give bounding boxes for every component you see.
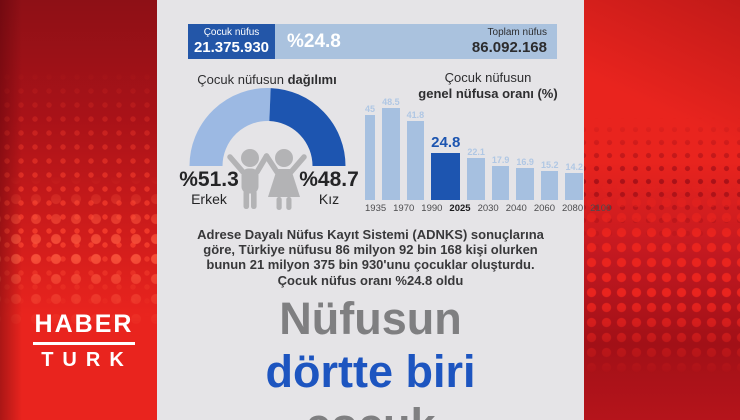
bar-chart-title: Çocuk nüfusun genel nüfusa oranı (%) bbox=[378, 70, 598, 101]
headline-line3: çocuk bbox=[157, 398, 584, 420]
population-stat-bar: Çocuk nüfus 21.375.930 %24.8 Toplam nüfu… bbox=[188, 24, 557, 59]
total-population-value: 86.092.168 bbox=[471, 38, 547, 56]
left-red-band: HABER TURK bbox=[0, 0, 157, 420]
boys-share: %51.3 Erkek bbox=[167, 168, 251, 208]
halftone-pattern bbox=[584, 0, 740, 420]
gauge-arc-boys bbox=[189, 88, 271, 167]
bar-year-label: 2060 bbox=[533, 203, 555, 214]
total-population-label: Toplam nüfus bbox=[487, 27, 547, 39]
bar-value-label: 24.8 bbox=[431, 133, 461, 151]
halftone-pattern bbox=[0, 0, 157, 420]
child-ratio-value: %24.8 bbox=[287, 30, 341, 52]
summary-paragraph: Adrese Dayalı Nüfus Kayıt Sistemi (ADNKS… bbox=[157, 227, 584, 288]
bar-column-2025: 24.8 bbox=[431, 133, 461, 200]
bar-column-2080: 15.2 bbox=[540, 160, 559, 200]
child-population-value: 21.375.930 bbox=[193, 38, 270, 56]
total-population-box: Toplam nüfus 86.092.168 bbox=[472, 27, 547, 56]
bar-column-1990: 41.8 bbox=[406, 109, 425, 200]
boys-label: Erkek bbox=[191, 191, 227, 208]
bar-rect bbox=[540, 171, 559, 200]
bar-rect bbox=[406, 120, 425, 200]
child-population-box: Çocuk nüfus 21.375.930 bbox=[188, 24, 275, 59]
bar-rect bbox=[382, 107, 400, 200]
bar-column-2060: 16.9 bbox=[516, 157, 534, 200]
edge-shade bbox=[584, 0, 740, 420]
edge-shade bbox=[0, 0, 157, 420]
gauge-arc-girls bbox=[268, 88, 346, 167]
bar-chart-axis: 1935 1970 1990 2025 2030 2040 2060 2080 2100 bbox=[365, 203, 611, 214]
bar-value-label: 14.2 bbox=[565, 162, 583, 172]
girls-percent: %48.7 bbox=[299, 168, 359, 191]
infographic-card: Çocuk nüfus 21.375.930 %24.8 Toplam nüfu… bbox=[157, 0, 611, 420]
right-red-band bbox=[584, 0, 740, 420]
bar-year-label: 1970 bbox=[393, 203, 415, 214]
paragraph-line: göre, Türkiye nüfusu 86 milyon 92 bin 16… bbox=[203, 242, 538, 258]
bar-rect bbox=[467, 158, 485, 200]
headline: Nüfusun dörtte biri çocuk bbox=[157, 292, 584, 420]
bar-column-2040: 17.9 bbox=[491, 155, 510, 200]
bar-rect bbox=[365, 114, 376, 200]
bar-chart-title-bold: genel nüfusa oranı (%) bbox=[418, 85, 558, 101]
bar-column-2100: 14.2 bbox=[565, 162, 583, 200]
gauge-title: Çocuk nüfusun dağılımı bbox=[157, 72, 377, 87]
paragraph-line: Adrese Dayalı Nüfus Kayıt Sistemi (ADNKS… bbox=[197, 227, 544, 242]
gauge-title-normal: Çocuk nüfusun bbox=[197, 72, 284, 87]
bar-year-label: 2025 bbox=[449, 203, 471, 214]
headline-line2: dörtte biri bbox=[265, 346, 476, 397]
bar-column-2030: 22.1 bbox=[467, 147, 485, 200]
bar-year-label: 1935 bbox=[365, 203, 387, 214]
bar-chart: 45 48.5 41.8 24.8 22.1 17.9 16.9 15.2 14.2 bbox=[365, 95, 583, 200]
bar-rect bbox=[431, 152, 461, 200]
bar-year-label: 2040 bbox=[505, 203, 527, 214]
paragraph-line: Çocuk nüfus oranı %24.8 oldu bbox=[277, 272, 464, 288]
bar-value-label: 16.9 bbox=[516, 156, 534, 167]
bar-year-label: 2030 bbox=[477, 203, 499, 214]
gauge-title-bold: dağılımı bbox=[287, 72, 337, 87]
bar-value-label: 17.9 bbox=[491, 155, 510, 165]
bar-column-1970: 48.5 bbox=[382, 97, 400, 200]
bar-value-label: 45 bbox=[365, 103, 376, 114]
headline-line1: Nüfusun bbox=[279, 293, 462, 344]
bar-rect bbox=[491, 166, 510, 200]
bar-year-label: 2080 bbox=[561, 203, 584, 214]
haberturk-logo: HABER TURK bbox=[32, 310, 136, 372]
bar-value-label: 22.1 bbox=[467, 147, 485, 157]
bar-rect bbox=[565, 173, 583, 200]
boys-percent: %51.3 bbox=[179, 168, 239, 191]
girls-label: Kız bbox=[318, 191, 340, 208]
children-icon bbox=[227, 149, 307, 210]
total-population-bar: %24.8 Toplam nüfus 86.092.168 bbox=[275, 24, 557, 59]
bar-value-label: 41.8 bbox=[406, 109, 425, 120]
bar-value-label: 48.5 bbox=[382, 96, 400, 107]
gender-gauge-chart bbox=[189, 88, 346, 167]
bar-column-1935: 45 bbox=[365, 103, 376, 200]
bar-chart-title-normal: Çocuk nüfusun bbox=[444, 70, 532, 85]
bar-year-label: 2100 bbox=[590, 203, 612, 214]
logo-line1: HABER bbox=[34, 310, 134, 338]
child-population-label: Çocuk nüfus bbox=[203, 27, 260, 39]
bar-value-label: 15.2 bbox=[540, 160, 559, 171]
paragraph-line: bunun 21 milyon 375 bin 930'unu çocuklar… bbox=[206, 257, 535, 273]
bar-year-label: 1990 bbox=[421, 203, 443, 214]
logo-line2: TURK bbox=[41, 349, 133, 371]
logo-rule bbox=[33, 342, 135, 345]
girls-share: %48.7 Kız bbox=[287, 168, 371, 208]
bar-rect bbox=[516, 167, 534, 200]
